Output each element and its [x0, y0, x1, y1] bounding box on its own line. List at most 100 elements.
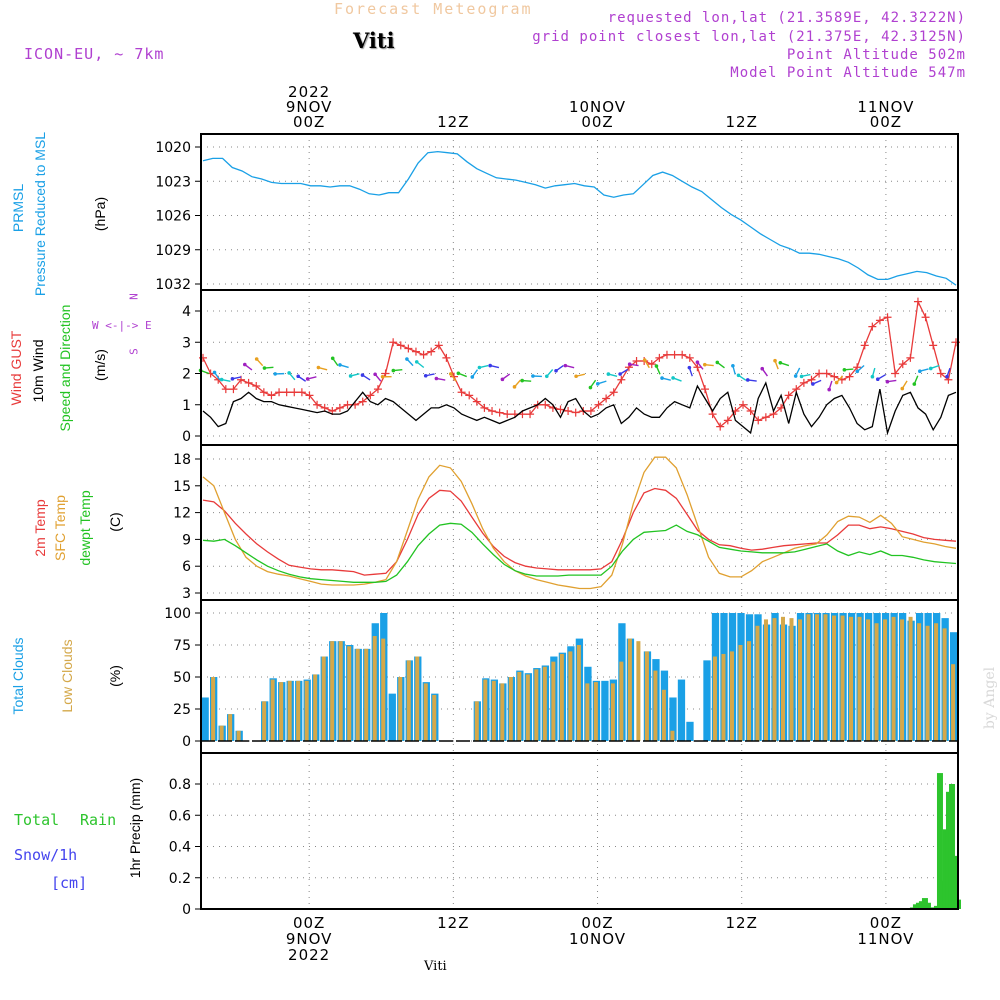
gust-marker	[898, 360, 907, 369]
wind-arrow-head	[242, 362, 247, 367]
gust-marker	[739, 400, 748, 409]
low-cloud-bar	[381, 638, 386, 741]
gust-marker	[685, 353, 694, 362]
wind-arrow-head	[912, 382, 917, 386]
wind-series-1	[202, 381, 957, 436]
precip-total-label: Total	[14, 811, 60, 829]
wind-arrow-head	[531, 374, 535, 378]
wind-arrow-head	[773, 358, 777, 363]
bottom-time-label: 00Z	[870, 914, 902, 932]
wind-arrow-head	[618, 372, 622, 376]
wind-arrow-head	[875, 377, 880, 382]
gust-marker	[868, 322, 877, 331]
gust-marker	[221, 385, 230, 394]
gust-marker	[617, 375, 626, 384]
rain-bar	[945, 791, 952, 909]
gust-marker	[465, 391, 474, 400]
gust-marker	[586, 407, 595, 415]
gust-marker	[571, 408, 580, 417]
wind-arrow-head	[695, 360, 700, 364]
rain-bar	[951, 855, 958, 909]
wind-arrow-head	[574, 374, 578, 379]
gust-marker	[457, 388, 466, 397]
low-cloud-bar	[712, 656, 717, 741]
wind-arrow-head	[380, 374, 385, 379]
gust-marker	[602, 394, 611, 403]
low-cloud-bar	[866, 619, 871, 741]
point-altitude: Point Altitude 502m	[786, 47, 966, 63]
top-time-label: 00Z	[293, 113, 325, 131]
low-cloud-bar	[236, 730, 241, 741]
gust-marker	[259, 388, 268, 397]
low-cloud-bar	[296, 680, 301, 741]
temperature-series-2	[202, 522, 957, 583]
wind-arrow-head	[405, 357, 409, 361]
pressure-frame	[200, 133, 959, 291]
gust-marker	[632, 357, 641, 365]
rain-bar	[942, 829, 949, 909]
low-cloud-bar	[491, 680, 496, 741]
low-cloud-bar	[551, 661, 556, 741]
low-cloud-bar	[925, 625, 930, 741]
low-cloud-bar	[270, 679, 275, 741]
wind-arrow-head	[945, 374, 949, 379]
wind-arrow-head	[512, 385, 517, 389]
pressure-ytick-label: 1032	[155, 277, 191, 293]
bottom-time-label: 11NOV	[857, 930, 914, 948]
gust-marker	[244, 378, 253, 387]
gust-marker	[815, 369, 824, 378]
rain-bar	[918, 901, 925, 909]
wind-arrow-head	[254, 357, 259, 361]
wind-arrow-head	[544, 374, 549, 379]
gust-marker	[655, 353, 664, 362]
pressure-series-0	[202, 150, 957, 286]
wind-arrow-head	[855, 369, 860, 374]
low-cloud-bar	[908, 616, 913, 741]
gust-marker	[830, 372, 839, 381]
bottom-time-label: 9NOV	[286, 930, 333, 948]
gust-marker	[891, 369, 900, 378]
gust-marker	[495, 408, 504, 417]
low-cloud-bar	[432, 694, 437, 741]
gust-marker	[701, 385, 709, 394]
gust-marker	[921, 313, 930, 322]
wind-arrow-head	[827, 387, 832, 392]
bottom-time-label: 12Z	[726, 914, 758, 932]
low-cloud-bar	[746, 641, 751, 741]
low-cloud-bar	[951, 664, 956, 741]
wind-series-0	[202, 299, 957, 428]
gust-marker	[670, 350, 679, 359]
gust-marker	[267, 391, 276, 400]
gust-marker	[609, 388, 618, 397]
low-cloud-bar	[423, 683, 428, 741]
rain-bar	[924, 902, 931, 909]
gust-marker	[860, 341, 869, 350]
chart-title: Forecast Meteogram	[334, 0, 533, 18]
wind-arrow-head	[731, 363, 735, 368]
low-cloud-bar	[644, 651, 649, 741]
precip-ytick-label: 0.6	[169, 808, 191, 824]
gust-marker	[662, 350, 671, 359]
temperature-ytick-label: 9	[182, 532, 191, 548]
wind-arrow-head	[687, 365, 692, 370]
low-cloud-bar	[228, 714, 233, 741]
wind-arrow-head	[296, 374, 300, 379]
clouds-panel	[195, 599, 959, 754]
compass-we: W <-|-> E	[92, 319, 152, 332]
low-cloud-bar	[508, 677, 513, 741]
temperature-frame	[200, 444, 959, 601]
low-cloud-bar	[661, 689, 666, 741]
low-cloud-bar	[500, 683, 505, 741]
low-cloud-bar	[313, 674, 318, 741]
low-cloud-bar	[789, 618, 794, 741]
wind-arrow-head	[736, 373, 741, 378]
wind-arrow-head	[702, 362, 707, 367]
pressure-ytick-label: 1020	[155, 140, 191, 156]
total-cloud-bar	[201, 697, 209, 741]
low-cloud-bar	[525, 674, 530, 741]
clouds-ytick-label: 25	[173, 702, 191, 718]
wind-arrow-head	[928, 366, 933, 371]
low-cloud-bar	[534, 669, 539, 741]
wind-arrow-head	[563, 363, 568, 368]
